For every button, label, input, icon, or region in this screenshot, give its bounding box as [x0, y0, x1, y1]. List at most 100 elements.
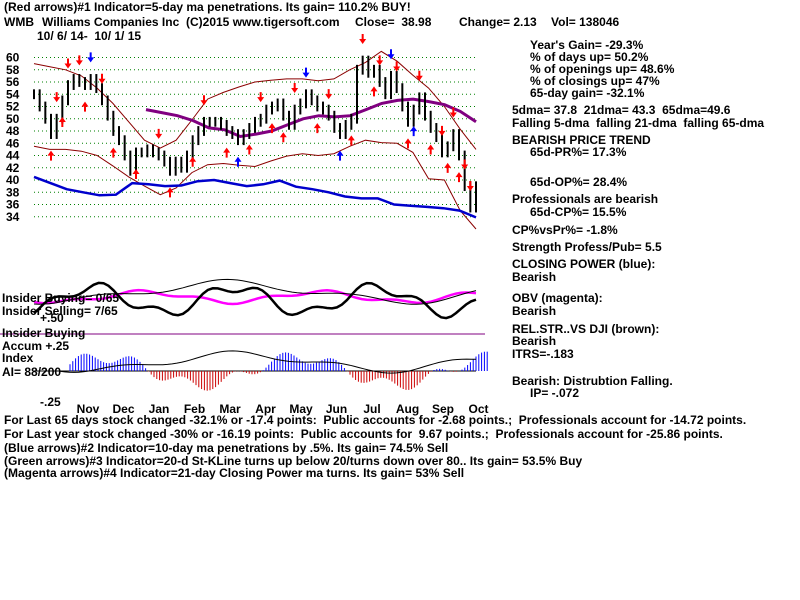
x-tick-label-dec: Dec — [112, 402, 134, 416]
y-tick-label-42: 42 — [6, 161, 20, 175]
insider-buying-ratio: Insider Buying= 0/65 — [2, 291, 120, 305]
op-65: 65d-OP%= 28.4% — [530, 175, 628, 189]
y-tick-label-58: 58 — [6, 63, 20, 77]
y-tick-label-60: 60 — [6, 51, 20, 65]
accum-ma-line — [59, 350, 477, 374]
sell-arrow — [359, 33, 367, 44]
blue-arrow — [336, 150, 344, 161]
x-tick-label-nov: Nov — [77, 402, 100, 416]
sell-arrow — [98, 73, 106, 84]
x-tick-label-apr: Apr — [255, 402, 276, 416]
sell-arrow — [75, 55, 83, 66]
closing-power-title: CLOSING POWER (blue): — [512, 257, 656, 271]
buy-arrow — [58, 116, 66, 127]
x-tick-label-jul: Jul — [363, 402, 380, 416]
x-tick-label-aug: Aug — [396, 402, 419, 416]
pr-65: 65d-PR%= 17.3% — [530, 145, 627, 159]
lower-band-line — [33, 139, 477, 230]
indicator-3-line: (Green arrows)#3 Indicator=20-d St-KLine… — [4, 454, 583, 468]
accum-minus-25-label: -.25 — [40, 395, 61, 409]
close-price: Close= 38.98 — [355, 15, 432, 29]
sell-arrow — [200, 95, 208, 106]
y-tick-label-38: 38 — [6, 185, 20, 199]
indicator-1-line: (Red arrows)#1 Indicator=5-day ma penetr… — [4, 0, 411, 14]
buy-arrow — [268, 123, 276, 134]
closing-power-line — [33, 175, 477, 219]
price-gridlines — [34, 57, 476, 218]
cp-65: 65d-CP%= 15.5% — [530, 205, 627, 219]
y-tick-label-50: 50 — [6, 112, 20, 126]
buy-arrow — [404, 138, 412, 149]
buy-arrow — [427, 144, 435, 155]
y-tick-label-48: 48 — [6, 124, 20, 138]
sell-arrow — [53, 92, 61, 103]
relstr-title: REL.STR..VS DJI (brown): — [512, 322, 660, 336]
obv-line — [33, 288, 477, 306]
obv-value: Bearish — [512, 304, 557, 318]
x-axis-ticks: Nov Dec Jan Feb Mar Apr May Jun Jul Aug Sep Oct — [77, 402, 489, 416]
dma-values: 5dma= 37.8 21dma= 43.3 65dma=49.6 — [512, 103, 731, 117]
footer-65-day-summary: For Last 65 days stock changed -32.1% or… — [4, 413, 747, 427]
blue-arrow — [87, 52, 95, 63]
buy-arrow — [455, 172, 463, 183]
buy-arrow — [313, 123, 321, 134]
strength-ratio: Strength Profess/Pub= 5.5 — [512, 240, 662, 254]
x-tick-label-mar: Mar — [219, 402, 241, 416]
x-tick-label-oct: Oct — [468, 402, 488, 416]
years-gain: Year's Gain= -29.3% — [530, 38, 644, 52]
gain-65-day: 65-day gain= -32.1% — [530, 86, 645, 100]
sell-arrow — [155, 128, 163, 139]
sell-arrow — [291, 82, 299, 93]
buy-arrow — [444, 162, 452, 173]
sell-arrow — [466, 180, 474, 191]
rel-strength-line — [33, 281, 477, 320]
x-tick-label-jun: Jun — [326, 402, 347, 416]
y-tick-label-34: 34 — [6, 210, 20, 224]
days-up: % of days up= 50.2% — [530, 50, 649, 64]
sell-arrow — [415, 70, 423, 81]
y-tick-label-46: 46 — [6, 136, 20, 150]
blue-arrow — [302, 67, 310, 78]
y-tick-label-44: 44 — [6, 149, 20, 163]
obv-title: OBV (magenta): — [512, 291, 603, 305]
accum-plus-50-label: +.50 — [40, 311, 64, 325]
blue-arrow — [234, 156, 242, 167]
signal-arrows — [47, 33, 474, 198]
buy-arrow — [347, 135, 355, 146]
professionals-status: Professionals are bearish — [512, 192, 659, 206]
lower-panels — [0, 278, 488, 391]
insider-buying-label: Insider Buying — [2, 326, 86, 340]
sell-arrow — [257, 92, 265, 103]
itrs-value: ITRS=-.183 — [512, 347, 574, 361]
y-tick-label-40: 40 — [6, 173, 20, 187]
buy-arrow — [279, 132, 287, 143]
indicator-4-line: (Magenta arrows)#4 Indicator=21-day Clos… — [4, 466, 465, 480]
relstr-value: Bearish — [512, 334, 557, 348]
y-tick-label-36: 36 — [6, 198, 20, 212]
sell-arrow — [449, 107, 457, 118]
ticker-symbol: WMB — [4, 15, 34, 29]
sell-arrow — [325, 89, 333, 100]
sell-arrow — [376, 55, 384, 66]
accum-index-label: Accum +.25 — [2, 339, 70, 353]
index-label: Index — [2, 351, 34, 365]
sell-arrow — [438, 125, 446, 136]
indicator-2-line: (Blue arrows)#2 Indicator=10-day ma pene… — [4, 441, 449, 455]
buy-arrow — [166, 187, 174, 198]
obv-ma-line — [33, 278, 477, 305]
ip-value: IP= -.072 — [530, 386, 580, 400]
x-tick-label-feb: Feb — [184, 402, 205, 416]
distribution-status: Bearish: Distrubtion Falling. — [512, 374, 673, 388]
y-tick-label-52: 52 — [6, 100, 20, 114]
company-name: Williams Companies Inc — [42, 15, 180, 29]
ai-label: AI= 88/200 — [2, 365, 62, 379]
y-tick-label-56: 56 — [6, 75, 20, 89]
blue-arrow — [410, 126, 418, 137]
copyright: (C)2015 www.tigersoft.com — [186, 15, 340, 29]
dma-trend: Falling 5-dma falling 21-dma falling 65-… — [512, 116, 765, 130]
closing-power-polyline — [33, 175, 477, 219]
x-tick-label-jan: Jan — [149, 402, 170, 416]
ma-65-line — [145, 97, 477, 139]
buy-arrow — [370, 86, 378, 97]
